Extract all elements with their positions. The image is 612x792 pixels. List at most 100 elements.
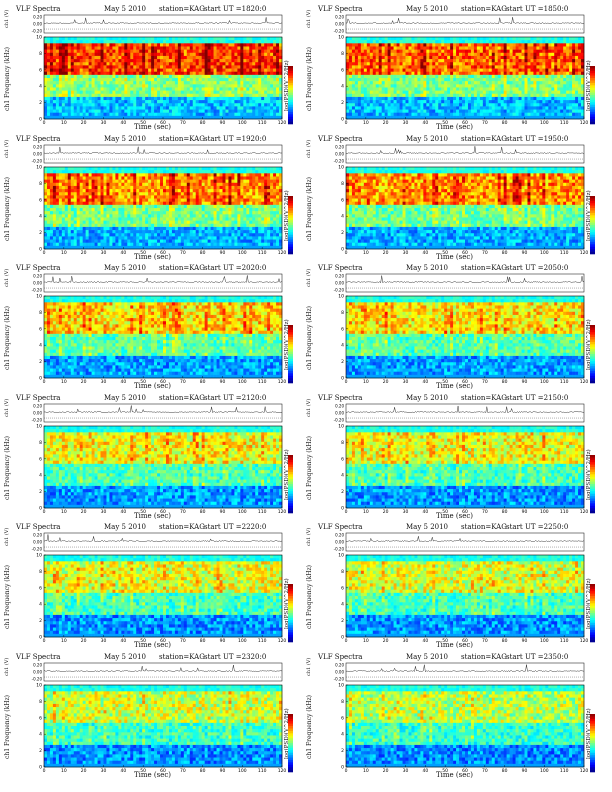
heatmap-cell (396, 43, 400, 47)
heatmap-cell (44, 220, 48, 224)
heatmap-cell (210, 81, 214, 85)
heatmap-cell (142, 96, 146, 101)
heatmap-cell (255, 103, 259, 107)
heatmap-cell (554, 65, 558, 69)
heatmap-cell (530, 84, 534, 88)
heatmap-cell (49, 112, 54, 117)
heatmap-cell (201, 78, 205, 82)
heatmap-cell (509, 59, 513, 63)
heatmap-cell (378, 49, 382, 54)
heatmap-cell (115, 235, 119, 240)
time-tick-label: 40 (422, 120, 428, 126)
heatmap-cell (88, 84, 92, 88)
heatmap-cell (381, 90, 385, 95)
heatmap-cell (231, 68, 235, 72)
heatmap-cell (494, 112, 499, 117)
heatmap-cell (354, 55, 359, 60)
heatmap-cell (112, 100, 116, 104)
heatmap-cell (354, 93, 359, 98)
heatmap-cell (566, 90, 570, 95)
heatmap-cell (109, 115, 113, 120)
heatmap-cell (456, 87, 460, 91)
heatmap-cell (420, 49, 424, 54)
heatmap-cell (168, 115, 173, 120)
heatmap-cell (115, 242, 119, 246)
heatmap-cell (387, 96, 391, 101)
heatmap-cell (55, 245, 60, 249)
heatmap-cell (115, 182, 119, 186)
heatmap-cell (58, 188, 63, 193)
heatmap-cell (177, 103, 182, 107)
heatmap-cell (85, 232, 89, 237)
heatmap-cell (61, 84, 66, 88)
heatmap-cell (121, 103, 125, 107)
heatmap-cell (346, 109, 350, 113)
heatmap-cell (115, 52, 119, 57)
heatmap-cell (500, 115, 504, 120)
heatmap-cell (503, 87, 507, 91)
heatmap-cell (518, 68, 522, 72)
heatmap-cell (482, 43, 487, 47)
heatmap-cell (512, 59, 516, 63)
heatmap-cell (222, 40, 226, 44)
heatmap-cell (49, 90, 54, 95)
heatmap-cell (136, 84, 140, 88)
heatmap-cell (55, 220, 60, 224)
header-station: station=KAG (159, 4, 205, 14)
heatmap-cell (145, 62, 149, 66)
heatmap-cell (351, 81, 356, 85)
heatmap-cell (109, 235, 113, 240)
spectrogram-panel: VLF Spectra May 5 2010 station=KAG start UT… (4, 4, 300, 131)
heatmap-cell (390, 112, 394, 117)
time-tick-label: 80 (200, 120, 206, 126)
heatmap-cell (476, 46, 481, 50)
heatmap-cell (204, 78, 208, 82)
heatmap-cell (384, 81, 388, 85)
heatmap-cell (213, 112, 217, 117)
heatmap-cell (103, 226, 107, 230)
heatmap-cell (160, 62, 164, 66)
heatmap-cell (396, 65, 400, 69)
heatmap-cell (154, 90, 158, 95)
heatmap-cell (109, 188, 113, 193)
heatmap-cell (100, 201, 104, 205)
heatmap-cell (231, 43, 235, 47)
heatmap-cell (231, 49, 235, 54)
heatmap-cell (476, 112, 481, 117)
heatmap-cell (539, 65, 543, 69)
heatmap-cell (459, 109, 463, 113)
heatmap-cell (189, 78, 194, 82)
heatmap-cell (426, 96, 430, 101)
heatmap-cell (450, 55, 454, 60)
heatmap-cell (201, 71, 205, 76)
heatmap-cell (88, 223, 92, 227)
heatmap-cell (270, 62, 274, 66)
heatmap-cell (578, 40, 582, 44)
heatmap-cell (79, 46, 83, 50)
heatmap-cell (91, 40, 95, 44)
heatmap-cell (88, 40, 92, 44)
heatmap-cell (273, 78, 277, 82)
heatmap-cell (399, 74, 403, 79)
heatmap-cell (509, 71, 513, 76)
heatmap-cell (231, 71, 235, 76)
heatmap-cell (467, 112, 472, 117)
heatmap-cell (444, 55, 448, 60)
heatmap-cell (88, 52, 92, 57)
heatmap-cell (207, 55, 211, 60)
heatmap-cell (408, 78, 412, 82)
heatmap-cell (216, 52, 220, 57)
heatmap-cell (411, 103, 415, 107)
heatmap-cell (515, 52, 519, 57)
heatmap-cell (231, 96, 235, 101)
heatmap-cell (207, 90, 211, 95)
heatmap-cell (399, 55, 403, 60)
heatmap-cell (58, 90, 63, 95)
heatmap-cell (97, 87, 101, 91)
heatmap-cell (542, 43, 546, 47)
heatmap-cell (554, 71, 558, 76)
heatmap-cell (79, 201, 83, 205)
heatmap-cell (124, 43, 128, 47)
heatmap-cell (429, 71, 433, 76)
heatmap-cell (387, 93, 391, 98)
